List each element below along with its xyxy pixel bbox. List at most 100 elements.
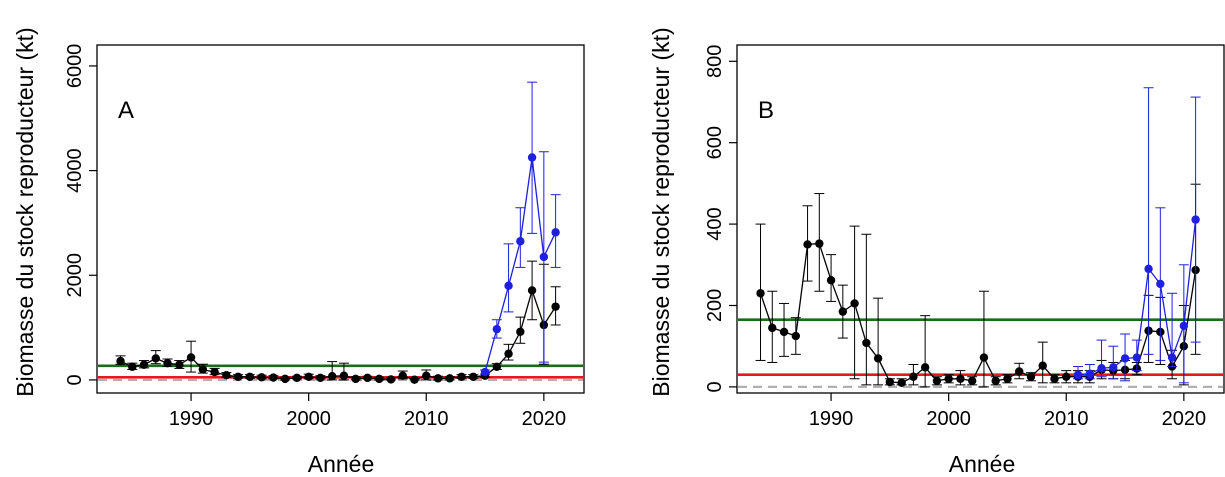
panel-b-series-black-point (826, 276, 836, 285)
panel-b-series-blue-point (1085, 369, 1094, 379)
panel-a-series-black-point (422, 371, 431, 380)
panel-b-series-black-point (815, 239, 824, 248)
panel-a-series-black-point (139, 360, 149, 369)
panel-b-series-black-line (759, 242, 1197, 384)
panel-b-series-blue-point (1144, 264, 1153, 274)
panel-b: B Année Biomasse du stock reproducteur (… (648, 27, 1225, 477)
panel-b-series-black-point (885, 377, 895, 387)
panel-a-y-axis-label: Biomasse du stock reproducteur (kt) (12, 27, 38, 396)
panel-b-series-blue-point (1156, 279, 1165, 289)
panel-b-series-black-point (862, 338, 871, 348)
panel-b-series-black-point (838, 307, 848, 316)
panel-b-x-tick-label: 1990 (809, 408, 854, 430)
panel-b-x-tick-label: 2000 (926, 408, 971, 430)
panel-a-series-blue-point (492, 324, 502, 334)
panel-a-series-black-point (492, 362, 502, 372)
panel-a-series-black-point (163, 358, 172, 368)
panel-a-x-tick-label: 2000 (286, 408, 331, 430)
panel-a-y-tick-label: 4000 (64, 148, 86, 193)
panel-b-series-black-point (873, 354, 883, 363)
panel-a-series-black-point (551, 302, 560, 311)
panel-b-series-black-point (944, 374, 953, 383)
panel-a-x-tick-label: 2010 (404, 408, 449, 430)
panel-b-series-blue-point (1167, 353, 1177, 362)
panel-b-x-axis-label: Année (949, 451, 1016, 477)
panel-b-y-tick-label: 200 (704, 289, 726, 322)
panel-a-series-black-point (304, 372, 313, 381)
panel-a-series-black-point (351, 374, 360, 384)
panel-a-series-blue-point (551, 228, 560, 237)
panel-b-x-tick-label: 2020 (1162, 408, 1207, 430)
panel-b-series-black-point (850, 299, 859, 308)
panel-b-series-black-point (909, 372, 918, 381)
panel-a-series-black-point (257, 373, 266, 382)
panel-a-series-black-point (280, 374, 290, 384)
panel-a-series-black-point (151, 354, 160, 363)
panel-a-series-black-point (457, 372, 466, 381)
panel-a-series-black-point (504, 349, 513, 358)
panel-b-y-tick-label: 0 (704, 381, 726, 392)
panel-a-series-blue-point (516, 237, 525, 246)
panel-a-series-blue-point (539, 252, 549, 262)
panel-b-series-black-point (803, 240, 812, 249)
panel-a-series-black-point (433, 374, 443, 383)
panel-a-series-black-point (222, 371, 231, 380)
panel-b-series-black-point (920, 363, 930, 372)
panel-a-series-black-point (398, 371, 407, 380)
panel-a-series-black-point (233, 372, 243, 381)
panel-b-series-black-point (1050, 374, 1059, 383)
panel-b-series-black-point (979, 353, 989, 362)
panel-a-series-black-point (327, 372, 337, 381)
panel-a: A Année Biomasse du stock reproducteur (… (12, 27, 585, 477)
panel-a-series-black-point (445, 374, 454, 383)
panel-b-series-black-point (1038, 361, 1047, 370)
panel-b-series-black-point (791, 331, 800, 341)
panel-b-series-blue-point (1097, 363, 1106, 373)
panel-b-x-tick-label: 2010 (1044, 408, 1089, 430)
panel-a-x-tick-label: 2020 (522, 408, 567, 430)
panel-a-series-blue-point (480, 367, 490, 377)
panel-b-y-tick-label: 600 (704, 126, 726, 159)
panel-b-series-black-point (1026, 372, 1036, 381)
panel-a-series-blue-point (504, 281, 513, 290)
panel-b-series-black-point (1003, 374, 1012, 383)
panel-a-series-black-point (516, 327, 525, 336)
panel-a-series-black-point (175, 360, 184, 369)
panel-a-series-black-point (469, 372, 478, 381)
panel-a-series-black-point (128, 362, 137, 372)
panel-b-series-black-point (1015, 367, 1024, 376)
panel-a-series-black-point (116, 356, 125, 366)
panel-a-x-tick-label: 1990 (169, 408, 214, 430)
panel-a-series-black-point (186, 353, 196, 362)
panel-b-series-black-point (991, 376, 1000, 385)
panel-a-series-black-point (375, 374, 384, 384)
panel-b-series-black-point (967, 376, 977, 385)
panel-b-series-blue-point (1191, 215, 1200, 224)
panel-b-series-blue-point (1073, 370, 1083, 379)
panel-a-series-blue-point (527, 153, 537, 162)
panel-a-series-black-point (527, 286, 537, 295)
panel-a-series-black-point (386, 375, 396, 384)
panel-a-series-black-point (410, 375, 419, 384)
panel-a-y-tick-label: 2000 (64, 253, 86, 298)
panel-b-series-black-point (956, 374, 965, 383)
panel-a-y-tick-label: 6000 (64, 44, 86, 89)
panel-a-series-black-point (245, 372, 255, 381)
panel-b-y-tick-label: 800 (704, 45, 726, 78)
panel-a-series-black-point (316, 373, 325, 383)
panel-b-series-blue-point (1132, 353, 1142, 362)
panel-b-series-black-point (779, 327, 789, 337)
panel-a-series-black-point (198, 365, 208, 374)
panel-a-series-black-point (339, 371, 349, 380)
panel-b-series-black-point (768, 323, 777, 333)
panel-b-series-blue-point (1179, 321, 1189, 331)
panel-b-plot-frame (736, 44, 1225, 394)
panel-b-series-blue-point (1109, 363, 1118, 372)
panel-a-plot-frame (96, 44, 585, 394)
panel-a-series-black-point (292, 373, 302, 383)
panel-b-y-tick-label: 400 (704, 207, 726, 240)
panel-a-label: A (118, 97, 134, 124)
panel-b-series-black-point (932, 376, 942, 385)
panel-b-label: B (758, 97, 774, 124)
